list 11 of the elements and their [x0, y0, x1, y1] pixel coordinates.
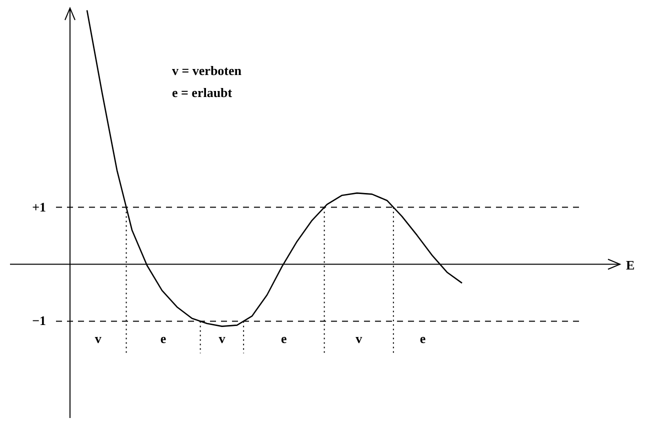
annotation: v	[356, 331, 363, 346]
annotation: v	[218, 331, 226, 346]
annotation: v = verboten	[172, 63, 242, 78]
y-tick-label: −1	[32, 313, 46, 328]
annotation: v	[94, 331, 102, 346]
text: E	[626, 257, 635, 272]
annotation: e	[281, 331, 288, 346]
annotation: e	[160, 331, 166, 346]
y-tick-label: +1	[32, 199, 46, 214]
annotation: e = erlaubt	[172, 85, 233, 100]
annotation: e	[420, 331, 426, 346]
